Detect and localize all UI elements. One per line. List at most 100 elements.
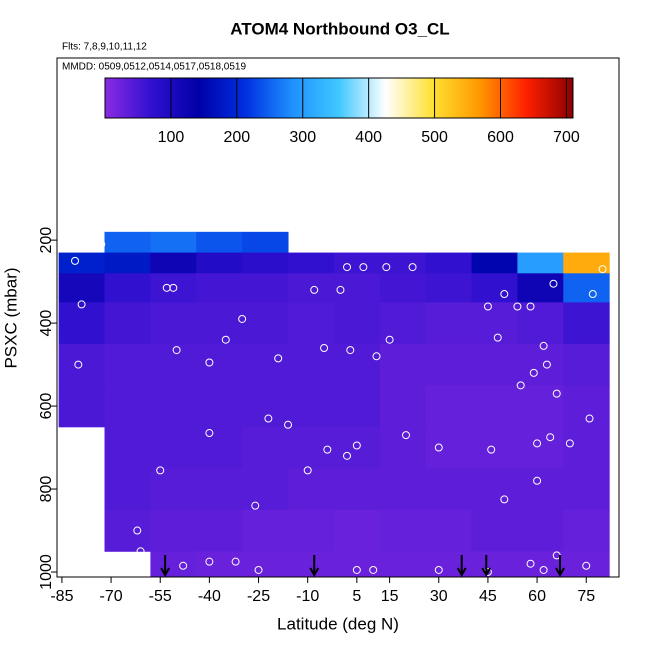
x-tick-label: 75 (577, 588, 595, 605)
heat-cell (104, 509, 151, 552)
heat-cell (425, 252, 473, 274)
flight-point (71, 256, 80, 265)
subtitle: Flts: 7,8,9,10,11,12 (62, 42, 147, 53)
heat-cell (379, 468, 427, 511)
flight-point (221, 335, 230, 344)
flight-point (179, 561, 188, 570)
heat-cell (517, 343, 564, 386)
heat-cell (333, 343, 381, 386)
y-axis-label: PSXC (mbar) (1, 267, 20, 368)
arrow (456, 555, 467, 578)
flight-point (385, 335, 394, 344)
heat-cell (425, 343, 473, 386)
heat-cell (150, 468, 197, 511)
heat-cell (242, 302, 289, 345)
flight-point (408, 263, 417, 272)
heat-cell (242, 231, 289, 254)
heat-cell (288, 385, 335, 428)
flight-point (254, 565, 263, 574)
heat-cell (333, 509, 381, 552)
heat-cell (242, 343, 289, 386)
flight-point (231, 557, 240, 566)
heat-cell (333, 273, 381, 303)
flight-point (582, 561, 591, 570)
heat-cell (104, 231, 151, 254)
heat-cell (379, 302, 427, 345)
flight-point (487, 445, 496, 454)
heat-cell (379, 252, 427, 274)
flight-point (533, 439, 542, 448)
flight-point (169, 283, 178, 292)
y-tick-label: 600 (38, 393, 55, 420)
flight-point (352, 441, 361, 450)
flight-point (284, 420, 293, 429)
heat-cell (288, 509, 335, 552)
heat-cell (425, 551, 473, 577)
x-tick-label: 30 (430, 588, 448, 605)
flight-point (500, 495, 509, 504)
flight-point (172, 346, 181, 355)
heat-cell (425, 468, 473, 511)
arrow (160, 555, 171, 578)
heat-cell (104, 343, 151, 386)
flight-point (539, 565, 548, 574)
x-tick-label: 45 (479, 588, 497, 605)
heat-cell (563, 343, 610, 386)
chart-title: ATOM4 Northbound O3_CL (230, 19, 449, 38)
flight-point (205, 358, 214, 367)
flight-point (57, 242, 66, 251)
heat-cell (58, 252, 106, 274)
heat-cell (242, 252, 289, 274)
heat-cell (150, 273, 197, 303)
flight-point (343, 263, 352, 272)
flight-point (516, 381, 525, 390)
arrow (481, 555, 492, 578)
flight-point (303, 466, 312, 475)
flight-point (77, 300, 86, 309)
flight-point (549, 279, 558, 288)
heat-cell (104, 302, 151, 345)
flight-point (372, 352, 381, 361)
heat-cell (150, 385, 197, 428)
x-axis-label: Latitude (deg N) (277, 614, 399, 633)
heat-cell (150, 252, 197, 274)
flight-point (205, 429, 214, 438)
flight-point (133, 526, 142, 535)
x-tick-label: -85 (50, 588, 73, 605)
heat-cell (425, 273, 473, 303)
colorbar-tick-label: 500 (421, 129, 448, 146)
heat-cell (196, 343, 243, 386)
x-tick-label: 15 (381, 588, 399, 605)
heat-cell (288, 302, 335, 345)
colorbar-tick-label: 700 (553, 129, 580, 146)
heat-cell (471, 385, 518, 428)
heat-cell (333, 385, 381, 428)
colorbar-tick-label: 200 (223, 129, 250, 146)
heat-cell (471, 551, 518, 577)
x-tick-label: 5 (352, 588, 361, 605)
colorbar-tick-label: 100 (158, 129, 185, 146)
heat-cell (196, 385, 243, 428)
heat-cell (333, 302, 381, 345)
flight-point (565, 439, 574, 448)
flight-point (382, 263, 391, 272)
flight-point (323, 445, 332, 454)
flight-point (369, 565, 378, 574)
flight-point (434, 565, 443, 574)
heat-cell (196, 252, 243, 274)
heat-cell (196, 426, 243, 469)
heat-cell (517, 273, 564, 303)
flight-point (74, 360, 83, 369)
flight-point (320, 343, 329, 352)
heat-cell (196, 231, 243, 254)
heat-cell (104, 273, 151, 303)
heat-cell (517, 426, 564, 469)
heat-cell (196, 551, 243, 577)
heat-cell (517, 509, 564, 552)
heat-cell (104, 252, 151, 274)
heat-cell (425, 302, 473, 345)
heat-cell (379, 385, 427, 428)
colorbar-tick-label: 600 (487, 129, 514, 146)
heat-cell (150, 302, 197, 345)
